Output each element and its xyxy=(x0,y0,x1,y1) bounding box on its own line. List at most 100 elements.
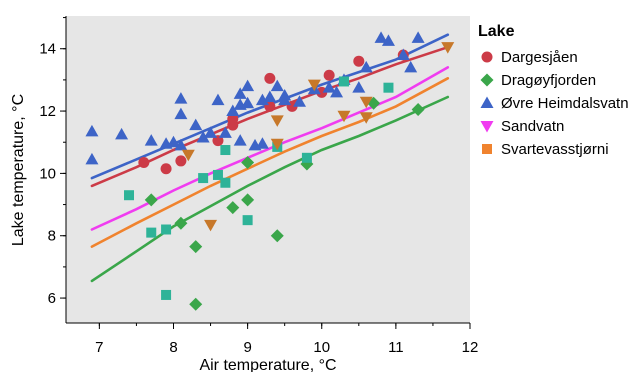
x-tick-label: 9 xyxy=(243,339,251,356)
data-point xyxy=(189,240,203,254)
data-point xyxy=(204,126,218,138)
data-point xyxy=(233,87,247,99)
data-point xyxy=(212,135,224,147)
data-point xyxy=(146,227,157,238)
data-point xyxy=(270,115,284,127)
legend-title: Lake xyxy=(478,23,515,40)
x-tick-label: 10 xyxy=(313,339,330,356)
y-tick-label: 12 xyxy=(39,103,56,120)
axes: 7 8 9 10 11 12 6 8 10 12 14 xyxy=(39,16,478,356)
data-point xyxy=(220,145,231,156)
data-point xyxy=(359,60,373,73)
data-point xyxy=(330,85,344,98)
data-point xyxy=(241,155,255,169)
data-point xyxy=(404,60,418,73)
data-point xyxy=(211,93,225,106)
data-point xyxy=(218,126,232,138)
legend-label: Sandvatn xyxy=(501,118,564,135)
data-point xyxy=(174,216,188,230)
data-point xyxy=(144,193,158,207)
trend-line xyxy=(90,77,450,248)
data-point xyxy=(241,193,255,207)
legend-label: Svartevasstjørni xyxy=(501,141,609,158)
data-point xyxy=(323,69,335,81)
data-point xyxy=(338,76,349,87)
data-point xyxy=(174,92,188,104)
data-point xyxy=(278,88,292,101)
x-tick-label: 12 xyxy=(462,339,479,356)
data-point xyxy=(212,169,223,180)
data-point xyxy=(124,190,135,201)
data-point xyxy=(204,219,218,232)
data-point xyxy=(241,79,255,92)
y-tick-label: 10 xyxy=(39,165,56,182)
data-point xyxy=(270,79,284,92)
data-point xyxy=(161,224,172,235)
legend-label: Dargesjåen xyxy=(501,49,578,66)
x-tick-label: 11 xyxy=(388,339,404,356)
data-point xyxy=(396,48,410,60)
data-point xyxy=(383,82,394,93)
data-point xyxy=(337,110,351,123)
data-point xyxy=(270,229,284,243)
data-point xyxy=(411,31,425,43)
data-point xyxy=(138,156,150,168)
data-point xyxy=(255,93,269,106)
data-point xyxy=(374,31,388,43)
data-point xyxy=(174,107,188,120)
data-point xyxy=(353,55,365,67)
data-point xyxy=(181,149,195,162)
x-tick-label: 7 xyxy=(95,339,103,356)
data-point xyxy=(381,34,395,46)
data-point xyxy=(175,155,187,167)
y-tick-label: 6 xyxy=(48,290,56,307)
data-point xyxy=(352,81,366,93)
data-point xyxy=(263,90,277,103)
y-tick-label: 8 xyxy=(48,228,56,245)
data-point xyxy=(264,72,276,84)
data-point xyxy=(270,138,284,151)
data-point xyxy=(144,134,158,146)
legend-label: Dragøyfjorden xyxy=(501,72,596,89)
data-point xyxy=(242,215,253,226)
data-point xyxy=(233,134,247,146)
y-tick-label: 14 xyxy=(39,41,56,58)
x-axis-title: Air temperature, °C xyxy=(199,357,336,372)
data-point xyxy=(220,177,231,188)
legend-label: Øvre Heimdalsvatn xyxy=(501,95,629,112)
data-point xyxy=(166,135,180,148)
x-tick-label: 8 xyxy=(169,339,177,356)
data-point xyxy=(198,173,209,184)
data-point xyxy=(411,103,425,117)
data-point xyxy=(85,124,99,137)
legend-marker xyxy=(480,73,494,87)
data-point xyxy=(115,127,129,140)
data-point xyxy=(301,152,312,163)
data-point xyxy=(174,138,188,151)
data-points xyxy=(85,31,455,311)
data-point xyxy=(226,104,240,117)
data-point xyxy=(441,42,455,54)
legend-marker xyxy=(481,51,493,63)
data-point xyxy=(85,152,99,165)
data-point xyxy=(322,81,336,93)
data-point xyxy=(255,137,269,149)
data-point xyxy=(189,118,203,131)
data-point xyxy=(307,79,321,92)
data-point xyxy=(359,96,373,109)
data-point xyxy=(226,201,240,215)
plot-background xyxy=(66,16,470,323)
data-point xyxy=(196,131,210,143)
data-point xyxy=(227,113,239,125)
trend-line xyxy=(90,95,450,283)
data-point xyxy=(293,95,307,107)
data-point xyxy=(160,163,172,175)
legend: Lake Dargesjåen Dragøyfjorden Øvre Heimdal… xyxy=(478,23,629,158)
legend-marker xyxy=(480,121,494,133)
legend-marker xyxy=(482,144,492,154)
data-point xyxy=(359,112,373,124)
legend-marker xyxy=(480,96,494,108)
y-axis-title: Lake temperature, °C xyxy=(10,94,27,246)
data-point xyxy=(189,297,203,311)
